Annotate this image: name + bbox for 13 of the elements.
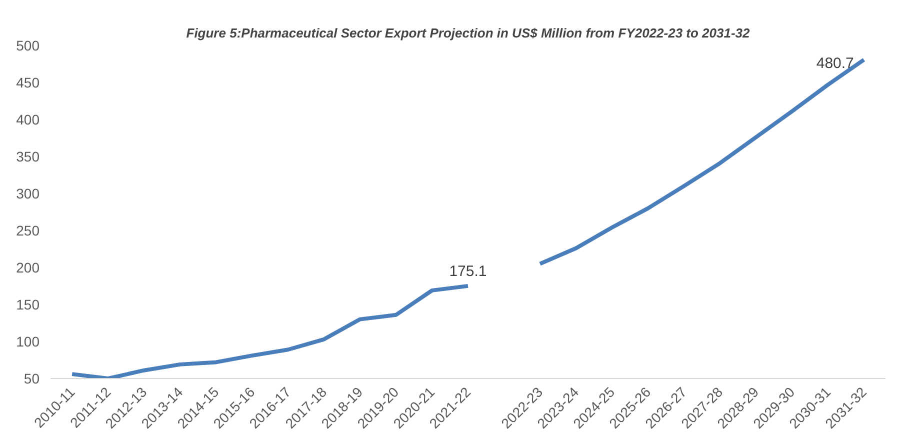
y-tick-label: 500 xyxy=(16,38,40,54)
chart-title: Figure 5:Pharmaceutical Sector Export Projection in US$ Million from FY2022-23 to 2031-32 xyxy=(186,26,751,40)
y-tick-label: 150 xyxy=(16,296,40,312)
y-tick-label: 250 xyxy=(16,222,40,238)
y-tick-label: 350 xyxy=(16,148,40,164)
y-tick-label: 450 xyxy=(16,74,40,90)
y-tick-label: 300 xyxy=(16,186,40,202)
data-label: 175.1 xyxy=(449,262,487,280)
y-tick-label: 50 xyxy=(24,370,40,386)
y-tick-label: 100 xyxy=(16,334,40,350)
data-label: 480.7 xyxy=(816,54,854,72)
y-tick-label: 400 xyxy=(16,112,40,128)
y-tick-label: 200 xyxy=(16,260,40,276)
